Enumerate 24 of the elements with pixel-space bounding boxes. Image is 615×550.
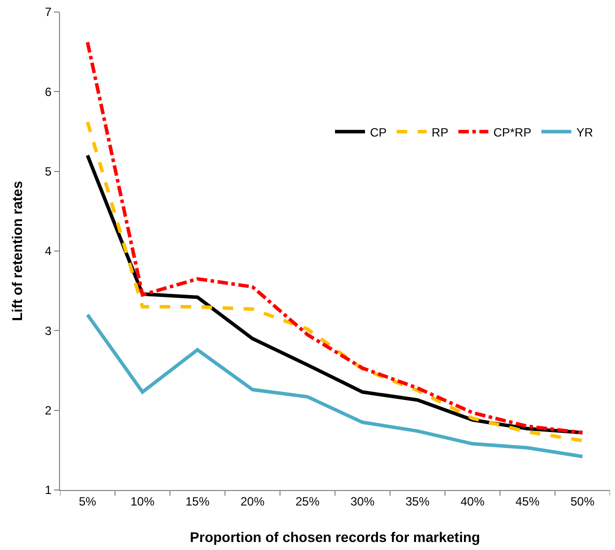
x-axis-title: Proportion of chosen records for marketing	[190, 529, 480, 545]
y-tick-label: 5	[44, 164, 52, 179]
x-tick-label: 35%	[405, 494, 430, 508]
y-tick-label: 3	[44, 324, 52, 338]
legend-label: CP	[370, 125, 387, 140]
x-tick-label: 25%	[295, 494, 320, 508]
y-tick-label: 7	[44, 5, 52, 20]
y-axis-title: Lift of retention rates	[9, 180, 25, 322]
legend-label: CP*RP	[493, 125, 532, 140]
x-tick-label: 10%	[130, 494, 155, 508]
x-tick-label: 5%	[78, 494, 96, 508]
legend-label: YR	[576, 125, 594, 140]
y-tick-label: 6	[44, 84, 52, 99]
x-tick-label: 50%	[570, 494, 595, 508]
x-tick-label: 45%	[515, 494, 540, 508]
x-tick-label: 40%	[460, 494, 485, 508]
y-tick-label: 2	[44, 404, 52, 418]
legend-label: RP	[432, 125, 448, 140]
line-series	[86, 312, 584, 458]
x-tick-label: 15%	[185, 494, 210, 508]
x-tick-label: 30%	[350, 494, 375, 508]
x-tick-label: 20%	[240, 494, 265, 508]
y-tick-label: 4	[44, 244, 52, 258]
y-tick-label: 1	[44, 483, 52, 498]
